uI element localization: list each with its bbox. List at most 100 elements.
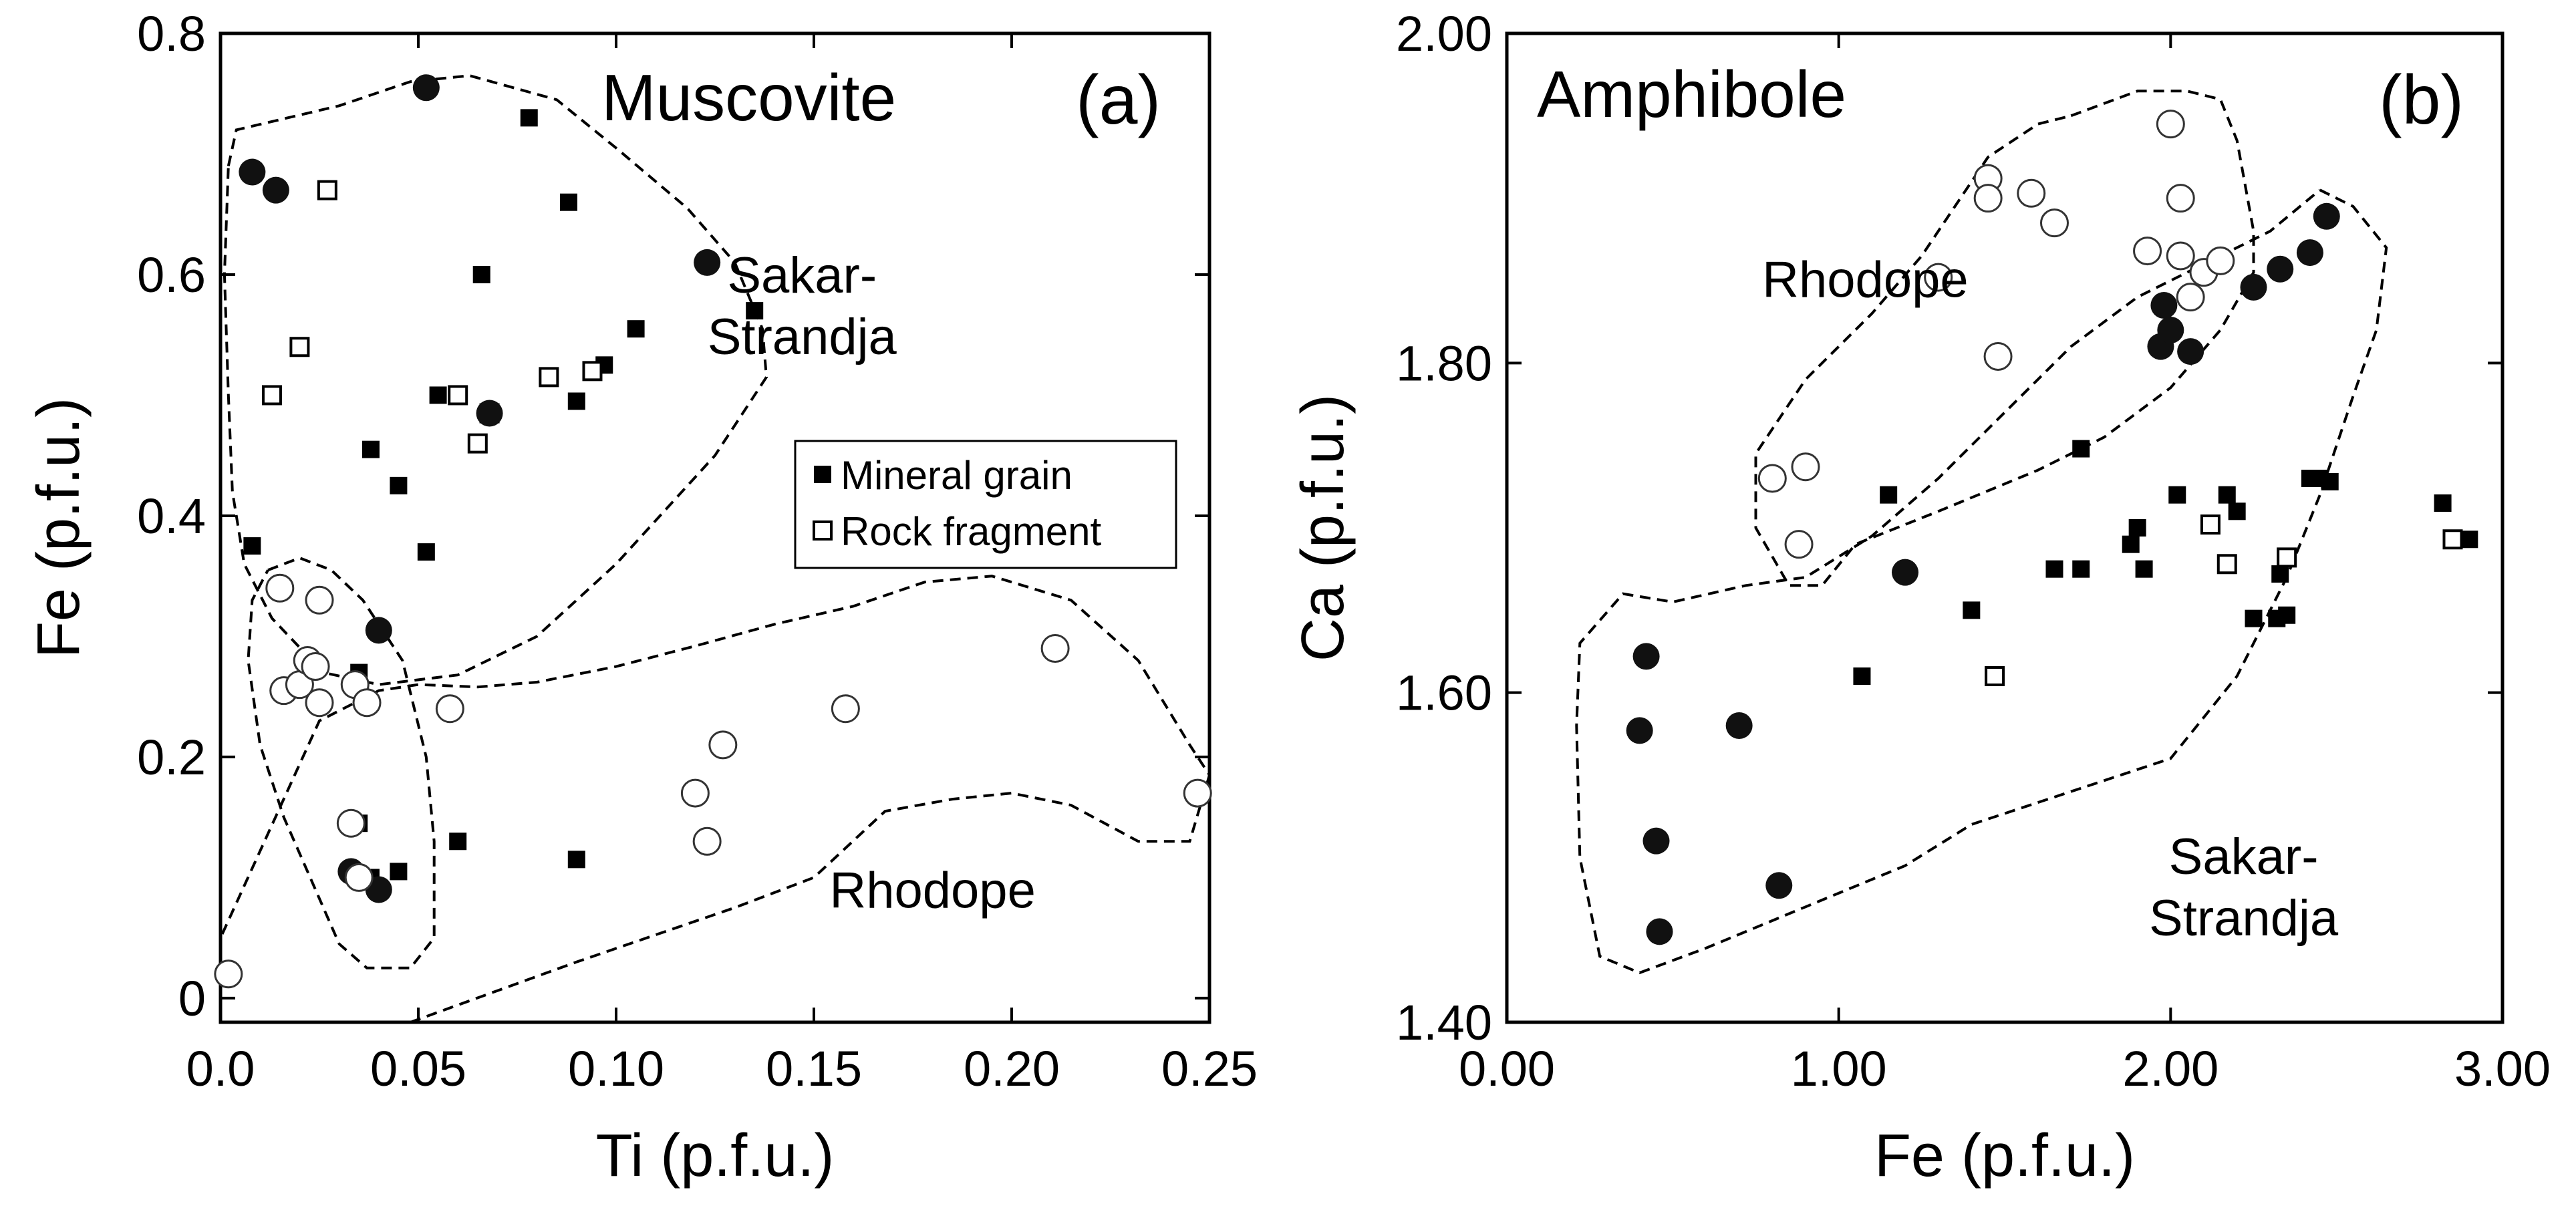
x-tick-label: 0.0: [186, 1041, 255, 1096]
point-mineral-grain: [2271, 565, 2289, 583]
y-tick-label: 1.80: [1396, 335, 1492, 391]
point-rhodope-amphibole: [1983, 341, 2013, 371]
point-sakar-strandja-amphibole: [1632, 643, 1660, 670]
legend-box: [794, 440, 1177, 569]
region-label-sakar-strandja: Strandja: [2149, 890, 2339, 947]
point-sakar-strandja-amphibole: [1725, 712, 1753, 739]
x-tick-label: 0.05: [370, 1041, 466, 1096]
point-sakar-strandja-amphibole: [1646, 918, 1673, 945]
point-mineral-grain: [559, 193, 577, 211]
point-rhodope-muscovite: [435, 694, 464, 724]
region-boundary-rhodope: [1754, 90, 2255, 587]
point-rhodope-muscovite: [1040, 633, 1070, 663]
panel-a-x-axis-title: Ti (p.f.u.): [596, 1122, 835, 1189]
point-mineral-grain: [567, 392, 585, 410]
y-tick-label: 0.8: [137, 6, 206, 61]
point-rhodope-amphibole: [2133, 237, 2162, 266]
panel-a-letter: (a): [1076, 61, 1161, 139]
point-sakar-strandja-amphibole: [1765, 872, 1793, 899]
point-sakar-strandja-muscovite: [262, 176, 289, 204]
point-rhodope-muscovite: [301, 652, 330, 682]
point-rock-fragment: [2277, 547, 2297, 568]
region-label-rhodope: Rhodope: [1762, 252, 1969, 309]
point-mineral-grain: [2168, 486, 2186, 504]
x-tick-label: 1.00: [1791, 1041, 1887, 1096]
legend-mineral-grain-marker: [814, 466, 831, 483]
point-mineral-grain: [362, 440, 380, 458]
point-rhodope-muscovite: [214, 959, 243, 989]
y-tick-label: 2.00: [1396, 6, 1492, 61]
point-rhodope-muscovite: [344, 863, 374, 892]
point-mineral-grain: [2434, 494, 2452, 512]
x-tick-label: 2.00: [2122, 1041, 2219, 1096]
point-rhodope-amphibole: [2206, 246, 2235, 275]
point-mineral-grain: [1963, 601, 1981, 619]
region-boundary-sakar-strandja: [223, 74, 768, 686]
y-tick-label: 1.60: [1396, 665, 1492, 721]
y-tick-label: 0.2: [137, 730, 206, 785]
point-rhodope-amphibole: [1973, 184, 2003, 213]
point-rock-fragment: [539, 367, 559, 388]
point-rhodope-muscovite: [305, 585, 334, 615]
point-sakar-strandja-muscovite: [239, 158, 266, 186]
region-boundary-rhodope: [219, 575, 1211, 1024]
region-label-sakar-strandja: Sakar-: [2169, 828, 2319, 885]
point-sakar-strandja-amphibole: [2150, 292, 2178, 319]
point-sakar-strandja-amphibole: [1642, 827, 1670, 855]
y-tick-label: 0: [178, 971, 206, 1026]
point-sakar-strandja-amphibole: [2313, 202, 2340, 230]
point-rhodope-amphibole: [2040, 208, 2069, 238]
x-tick-label: 0.25: [1161, 1041, 1258, 1096]
point-mineral-grain: [520, 109, 538, 127]
point-sakar-strandja-amphibole: [2177, 338, 2204, 365]
panel-b-x-axis-title: Fe (p.f.u.): [1874, 1122, 2135, 1189]
point-mineral-grain: [449, 833, 467, 851]
point-mineral-grain: [2278, 606, 2296, 624]
x-tick-label: 0.10: [568, 1041, 664, 1096]
y-tick-label: 1.40: [1396, 995, 1492, 1050]
point-mineral-grain: [627, 320, 645, 338]
point-mineral-grain: [2072, 440, 2090, 458]
point-sakar-strandja-amphibole: [1892, 559, 1918, 586]
panel-a-y-axis-title: Fe (p.f.u.): [25, 398, 92, 658]
x-tick-label: 0.15: [766, 1041, 862, 1096]
panel-a-title: Muscovite: [601, 61, 896, 134]
point-rhodope-muscovite: [831, 694, 860, 724]
point-rock-fragment: [1985, 666, 2005, 686]
region-boundary-sakar-strandja: [1575, 188, 2388, 975]
point-rhodope-amphibole: [2166, 184, 2195, 213]
point-mineral-grain: [243, 537, 261, 555]
panel-b-plot-frame: [1505, 31, 2505, 1024]
point-rock-fragment: [2216, 554, 2237, 575]
point-mineral-grain: [1880, 486, 1898, 504]
x-tick-label: 3.00: [2454, 1041, 2551, 1096]
region-label-sakar-strandja: Strandja: [708, 309, 897, 365]
point-sakar-strandja-amphibole: [1626, 717, 1653, 744]
point-rock-fragment: [317, 180, 337, 200]
panel-a-plot-frame: [219, 31, 1211, 1024]
region-label-sakar-strandja: Sakar-: [727, 247, 877, 304]
point-mineral-grain: [1853, 667, 1871, 685]
legend-rock-fragment-marker: [813, 520, 833, 541]
point-mineral-grain: [567, 851, 585, 869]
legend-mineral-grain-label: Mineral grain: [841, 453, 1072, 498]
point-rhodope-muscovite: [1183, 778, 1212, 808]
point-rock-fragment: [2442, 529, 2463, 550]
point-sakar-strandja-muscovite: [412, 74, 440, 102]
y-tick-label: 0.4: [137, 488, 206, 544]
point-mineral-grain: [390, 863, 408, 881]
point-sakar-strandja-amphibole: [2296, 239, 2323, 267]
point-mineral-grain: [390, 476, 408, 494]
point-mineral-grain: [2122, 535, 2140, 553]
point-mineral-grain: [2135, 560, 2153, 578]
point-rhodope-muscovite: [352, 688, 382, 718]
region-boundary-rhodope: [247, 556, 436, 969]
point-rhodope-muscovite: [708, 730, 738, 760]
point-rhodope-amphibole: [1924, 263, 1953, 292]
point-sakar-strandja-amphibole: [2157, 317, 2184, 343]
point-rhodope-amphibole: [2017, 178, 2046, 208]
point-rock-fragment: [448, 385, 468, 406]
x-tick-label: 0.00: [1459, 1041, 1555, 1096]
panel-b-y-axis-title: Ca (p.f.u.): [1290, 394, 1356, 661]
